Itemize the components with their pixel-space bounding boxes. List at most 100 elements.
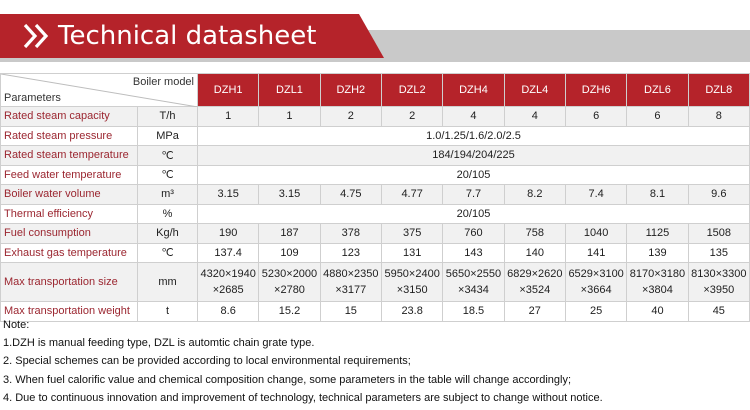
value-cell: 131 (380, 242, 444, 263)
value-cell: 1508 (687, 223, 750, 244)
model-header-cell: DZH4 (442, 73, 505, 107)
value-cell: 378 (319, 223, 382, 244)
value-cell: 140 (503, 242, 566, 263)
size-line-2: ×3804 (642, 284, 673, 296)
value-cell: 45 (687, 301, 750, 322)
table-header-row: Boiler model Parameters DZH1 DZL1 DZH2 D… (0, 73, 750, 107)
size-cell: 5950×2400 ×3150 (380, 262, 444, 302)
size-cell: 8130×3300 ×3950 (687, 262, 750, 302)
row-unit: mm (137, 262, 198, 302)
value-cell: 139 (626, 242, 689, 263)
size-line-1: 6529×3100 (568, 268, 624, 280)
value-cell: 123 (319, 242, 382, 263)
note-item: 1.DZH is manual feeding type, DZL is aut… (3, 337, 315, 350)
size-line-2: ×2685 (212, 284, 244, 296)
row-unit: t (137, 301, 198, 322)
value-cell: 1 (258, 106, 321, 127)
size-line-1: 5650×2550 (445, 268, 502, 280)
value-cell: 3.15 (196, 184, 260, 205)
value-cell: 4 (503, 106, 566, 127)
row-label: Rated steam pressure (0, 125, 138, 146)
merged-value-cell: 1.0/1.25/1.6/2.0/2.5 (197, 125, 750, 146)
size-cell: 4880×2350 ×3177 (319, 262, 382, 302)
row-label: Thermal efficiency (0, 203, 138, 224)
value-cell: 1125 (626, 223, 689, 244)
table-row-rated-steam-pressure: Rated steam pressure MPa 1.0/1.25/1.6/2.… (0, 125, 750, 146)
size-cell: 6529×3100 ×3664 (564, 262, 628, 302)
value-cell: 137.4 (196, 242, 260, 263)
row-unit: m³ (137, 184, 198, 205)
value-cell: 143 (442, 242, 505, 263)
size-line-1: 6829×2620 (507, 268, 563, 280)
model-header-cell: DZL4 (503, 73, 566, 107)
table-row-max-transportation-size: Max transportation size mm 4320×1940 ×268… (0, 262, 750, 302)
row-unit: Kg/h (137, 223, 198, 244)
notes-heading: Note: (3, 319, 30, 331)
value-cell: 7.7 (442, 184, 505, 205)
row-unit: ℃ (137, 164, 198, 185)
value-cell: 2 (380, 106, 444, 127)
note-item: 3. When fuel calorific value and chemica… (3, 373, 572, 386)
size-cell: 4320×1940 ×2685 (196, 262, 260, 302)
row-label: Max transportation weight (0, 301, 138, 322)
merged-value-cell: 184/194/204/225 (197, 145, 750, 166)
boiler-model-label: Boiler model (132, 76, 194, 88)
model-header-cell: DZH2 (319, 73, 382, 107)
value-cell: 8.1 (626, 184, 689, 205)
model-header-cell: DZL1 (258, 73, 321, 107)
value-cell: 760 (442, 223, 505, 244)
row-label: Rated steam temperature (0, 145, 138, 166)
value-cell: 187 (258, 223, 321, 244)
double-chevron-right-icon (23, 23, 49, 49)
size-cell: 8170×3180 ×3804 (626, 262, 689, 302)
value-cell: 7.4 (564, 184, 628, 205)
value-cell: 18.5 (442, 301, 505, 322)
size-cell: 5650×2550 ×3434 (442, 262, 505, 302)
size-line-1: 8130×3300 (691, 268, 747, 280)
value-cell: 1040 (564, 223, 628, 244)
table-row-rated-steam-temperature: Rated steam temperature ℃ 184/194/204/22… (0, 145, 750, 166)
corner-header-cell: Boiler model Parameters (0, 73, 198, 107)
size-line-1: 5950×2400 (384, 268, 440, 280)
row-unit: % (137, 203, 198, 224)
value-cell: 2 (319, 106, 382, 127)
value-cell: 141 (564, 242, 628, 263)
size-line-2: ×3950 (703, 284, 735, 296)
page-title: Technical datasheet (58, 21, 317, 51)
row-unit: ℃ (137, 145, 198, 166)
note-item: 4. Due to continuous innovation and impr… (3, 391, 603, 404)
technical-datasheet-table: Boiler model Parameters DZH1 DZL1 DZH2 D… (0, 73, 750, 322)
size-line-2: ×2780 (274, 284, 305, 296)
row-unit: T/h (137, 106, 198, 127)
value-cell: 109 (258, 242, 321, 263)
table-row-rated-steam-capacity: Rated steam capacity T/h 1 1 2 2 4 4 6 6… (0, 106, 750, 127)
merged-value-cell: 20/105 (197, 164, 750, 185)
row-label: Boiler water volume (0, 184, 138, 205)
table-row-thermal-efficiency: Thermal efficiency % 20/105 (0, 203, 750, 224)
table-row-boiler-water-volume: Boiler water volume m³ 3.15 3.15 4.75 4.… (0, 184, 750, 205)
notes-section: Note: 1.DZH is manual feeding type, DZL … (3, 316, 748, 407)
value-cell: 9.6 (687, 184, 750, 205)
header-banner: Technical datasheet (0, 0, 750, 62)
size-line-1: 5230×2000 (261, 268, 318, 280)
value-cell: 1 (196, 106, 260, 127)
value-cell: 25 (564, 301, 628, 322)
row-label: Rated steam capacity (0, 106, 138, 127)
size-cell: 6829×2620 ×3524 (503, 262, 566, 302)
table-row-max-transportation-weight: Max transportation weight t 8.6 15.2 15 … (0, 301, 750, 322)
header-red-tab (0, 14, 384, 58)
size-line-2: ×3434 (458, 284, 489, 296)
row-label: Fuel consumption (0, 223, 138, 244)
value-cell: 190 (196, 223, 260, 244)
size-line-1: 8170×3180 (629, 268, 686, 280)
model-header-cell: DZH6 (564, 73, 628, 107)
value-cell: 4 (442, 106, 505, 127)
value-cell: 8.2 (503, 184, 566, 205)
value-cell: 758 (503, 223, 566, 244)
model-header-cell: DZL6 (626, 73, 689, 107)
row-unit: MPa (137, 125, 198, 146)
model-header-cell: DZL8 (687, 73, 750, 107)
row-label: Exhaust gas temperature (0, 242, 138, 263)
parameters-label: Parameters (4, 92, 61, 104)
size-line-2: ×3150 (396, 284, 428, 296)
